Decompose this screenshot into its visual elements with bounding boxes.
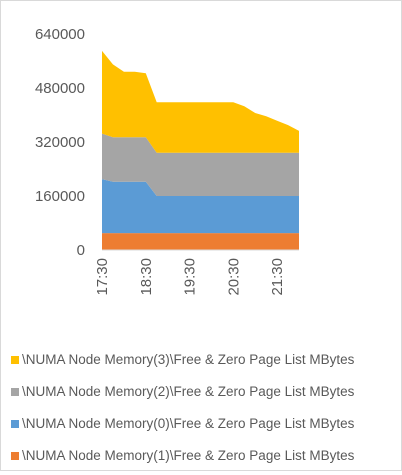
y-tick-label: 480000: [35, 80, 85, 97]
y-tick-label: 320000: [35, 134, 85, 151]
plot-areas: [102, 50, 299, 250]
legend-item-node1: \NUMA Node Memory(1)\Free & Zero Page Li…: [11, 443, 402, 475]
y-tick-label: 640000: [35, 26, 85, 43]
legend: \NUMA Node Memory(3)\Free & Zero Page Li…: [11, 347, 402, 475]
legend-swatch: [11, 420, 19, 428]
legend-item-node0: \NUMA Node Memory(0)\Free & Zero Page Li…: [11, 411, 402, 443]
legend-swatch: [11, 452, 19, 460]
x-tick-label: 19:30: [182, 258, 199, 296]
legend-swatch: [11, 388, 19, 396]
legend-label: \NUMA Node Memory(0)\Free & Zero Page Li…: [22, 416, 355, 431]
y-tick-label: 160000: [35, 188, 85, 205]
legend-item-node3: \NUMA Node Memory(3)\Free & Zero Page Li…: [11, 347, 402, 379]
legend-label: \NUMA Node Memory(1)\Free & Zero Page Li…: [22, 448, 355, 463]
x-tick-label: 18:30: [138, 258, 155, 296]
legend-label: \NUMA Node Memory(2)\Free & Zero Page Li…: [22, 384, 355, 399]
area-series-0: [102, 233, 299, 250]
legend-label: \NUMA Node Memory(3)\Free & Zero Page Li…: [22, 352, 355, 367]
x-tick-label: 21:30: [269, 258, 286, 296]
legend-swatch: [11, 356, 19, 364]
x-axis-ticks: 17:30 18:30 19:30 20:30 21:30: [94, 258, 286, 296]
y-tick-label: 0: [77, 242, 85, 259]
x-tick-label: 20:30: [225, 258, 242, 296]
area-series-1: [102, 179, 299, 234]
area-series-3: [102, 50, 299, 153]
stacked-area-chart: 0 160000 320000 480000 640000 17:30 18:30 19:3…: [35, 26, 299, 296]
x-tick-label: 17:30: [94, 258, 111, 296]
legend-item-node2: \NUMA Node Memory(2)\Free & Zero Page Li…: [11, 379, 402, 411]
y-axis-ticks: 0 160000 320000 480000 640000: [35, 26, 85, 259]
area-series-2: [102, 133, 299, 196]
